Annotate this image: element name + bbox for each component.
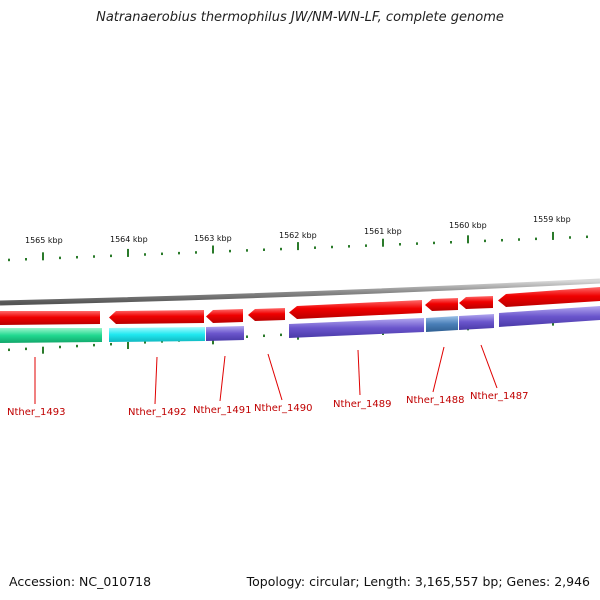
cog-bars xyxy=(0,306,600,343)
scale-minor-tick xyxy=(195,251,197,254)
scale-minor-tick xyxy=(263,248,265,251)
scale-minor-tick xyxy=(399,243,401,246)
label-leaders xyxy=(34,344,498,405)
scale-minor-tick xyxy=(8,258,10,262)
scale-major-tick xyxy=(127,342,129,350)
gene-label-nther-1487[interactable]: Nther_1487 xyxy=(470,391,528,402)
scale-major-tick xyxy=(127,248,129,257)
scale-minor-tick xyxy=(110,254,112,258)
scale-minor-tick xyxy=(246,249,248,252)
gene-label-nther-1491[interactable]: Nther_1491 xyxy=(193,405,251,416)
accession-text: Accession: NC_010718 xyxy=(9,574,152,589)
scale-minor-tick xyxy=(433,241,435,245)
scale-minor-tick xyxy=(586,235,588,239)
gene-arrow-nther-1492[interactable] xyxy=(109,310,204,324)
scale-minor-tick xyxy=(535,237,537,241)
scale-ticks-top xyxy=(8,231,588,262)
scale-minor-tick xyxy=(93,255,95,258)
scale-labels: 1565 kbp 1564 kbp 1563 kbp 1562 kbp 1561… xyxy=(25,215,571,245)
scale-minor-tick xyxy=(161,252,163,256)
scale-minor-tick xyxy=(229,249,231,253)
scale-minor-tick xyxy=(76,255,78,259)
scale-major-tick xyxy=(552,231,554,240)
scale-label: 1561 kbp xyxy=(364,227,402,236)
scale-minor-tick xyxy=(8,348,10,352)
scale-minor-tick xyxy=(314,246,316,249)
scale-minor-tick xyxy=(280,333,282,337)
scale-major-tick xyxy=(212,245,214,254)
scale-minor-tick xyxy=(144,253,146,256)
scale-minor-tick xyxy=(484,239,486,243)
scale-major-tick xyxy=(297,242,299,251)
cog-bar-nther-1489 xyxy=(289,318,424,338)
scale-minor-tick xyxy=(501,238,503,242)
scale-minor-tick xyxy=(25,347,27,351)
scale-major-tick xyxy=(212,337,214,345)
scale-minor-tick xyxy=(569,236,571,239)
scale-major-tick xyxy=(42,252,44,261)
scale-minor-tick xyxy=(25,258,27,261)
cog-bar-next xyxy=(499,306,600,327)
gene-arrow-nther-1487[interactable] xyxy=(459,296,493,309)
cog-bar-nther-1487 xyxy=(459,314,494,330)
cog-bar-nther-1491 xyxy=(206,326,244,341)
gene-arrow-nther-1493[interactable] xyxy=(0,311,100,325)
scale-minor-tick xyxy=(416,242,418,245)
scale-label: 1560 kbp xyxy=(449,221,487,230)
gene-arrows xyxy=(0,287,600,325)
scale-minor-tick xyxy=(59,345,61,349)
scale-minor-tick xyxy=(93,343,95,347)
gene-arrow-next[interactable] xyxy=(498,287,600,307)
gene-label-nther-1492[interactable]: Nther_1492 xyxy=(128,407,186,418)
gene-arrow-nther-1489[interactable] xyxy=(289,300,422,319)
scale-minor-tick xyxy=(348,245,350,248)
gene-label-nther-1488[interactable]: Nther_1488 xyxy=(406,395,464,406)
gene-label-nther-1493[interactable]: Nther_1493 xyxy=(7,407,65,418)
map-title: Natranaerobius thermophilus JW/NM-WN-LF,… xyxy=(96,10,504,25)
scale-minor-tick xyxy=(450,241,452,244)
gene-label-nther-1489[interactable]: Nther_1489 xyxy=(333,399,391,410)
cog-bar-nther-1492 xyxy=(109,327,205,342)
scale-minor-tick xyxy=(76,344,78,348)
cog-bar-nther-1488 xyxy=(426,316,458,332)
scale-minor-tick xyxy=(110,342,112,346)
gene-arrow-nther-1491[interactable] xyxy=(206,309,243,323)
scale-label: 1562 kbp xyxy=(279,231,317,240)
scale-minor-tick xyxy=(331,245,333,249)
gene-label-nther-1490[interactable]: Nther_1490 xyxy=(254,403,312,414)
scale-major-tick xyxy=(382,238,384,247)
scale-minor-tick xyxy=(280,247,282,251)
scale-major-tick xyxy=(467,235,469,244)
gene-labels: Nther_1493 Nther_1492 Nther_1491 Nther_1… xyxy=(7,391,528,418)
scale-minor-tick xyxy=(178,251,180,255)
scale-minor-tick xyxy=(365,244,367,247)
topology-text: Topology: circular; Length: 3,165,557 bp… xyxy=(246,574,590,589)
scale-label: 1559 kbp xyxy=(533,215,571,224)
scale-minor-tick xyxy=(246,335,248,338)
scale-minor-tick xyxy=(59,256,61,260)
gene-arrow-nther-1490[interactable] xyxy=(248,308,285,321)
gene-arrow-nther-1488[interactable] xyxy=(425,298,458,311)
scale-minor-tick xyxy=(518,238,520,241)
scale-label: 1563 kbp xyxy=(194,234,232,243)
genome-backbone xyxy=(0,278,600,306)
scale-label: 1564 kbp xyxy=(110,235,148,244)
scale-minor-tick xyxy=(144,341,146,344)
scale-minor-tick xyxy=(263,334,265,338)
cog-bar-nther-1493 xyxy=(0,328,102,343)
scale-major-tick xyxy=(42,346,44,354)
scale-label: 1565 kbp xyxy=(25,236,63,245)
